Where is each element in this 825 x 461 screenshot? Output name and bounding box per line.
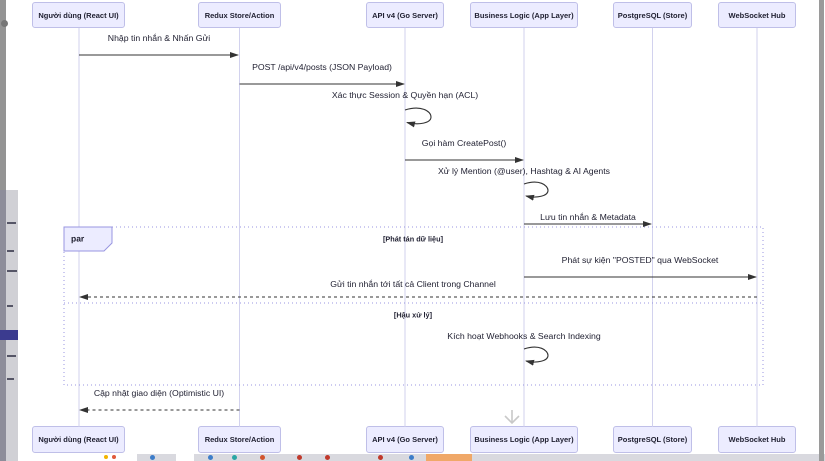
svg-text:[Hậu xử lý]: [Hậu xử lý] [394,311,433,320]
svg-text:par: par [71,234,85,244]
svg-text:Gọi hàm CreatePost(): Gọi hàm CreatePost() [422,138,507,148]
svg-text:[Phát tán dữ liệu]: [Phát tán dữ liệu] [383,235,444,244]
svg-text:Lưu tin nhắn & Metadata: Lưu tin nhắn & Metadata [540,212,636,222]
svg-text:Phát sự kiện "POSTED" qua WebS: Phát sự kiện "POSTED" qua WebSocket [562,255,719,265]
svg-text:Nhập tin nhắn & Nhấn Gửi: Nhập tin nhắn & Nhấn Gửi [108,33,210,43]
svg-text:Xác thực Session & Quyền hạn (: Xác thực Session & Quyền hạn (ACL) [332,90,478,100]
svg-text:Kích hoạt Webhooks & Search In: Kích hoạt Webhooks & Search Indexing [447,331,601,341]
svg-text:Gửi tin nhắn tới tất cả Client: Gửi tin nhắn tới tất cả Client trong Cha… [330,279,496,289]
svg-text:Xử lý Mention (@user), Hashtag: Xử lý Mention (@user), Hashtag & AI Agen… [438,166,611,176]
svg-text:Cập nhật giao diện (Optimistic: Cập nhật giao diện (Optimistic UI) [94,388,224,398]
svg-text:POST /api/v4/posts (JSON Paylo: POST /api/v4/posts (JSON Payload) [252,62,392,72]
